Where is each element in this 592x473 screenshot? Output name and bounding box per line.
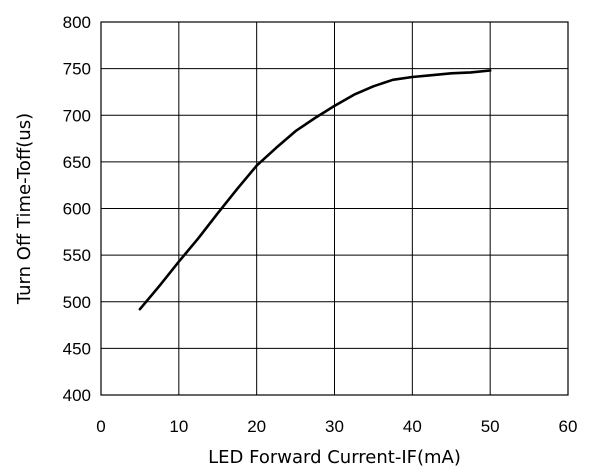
y-tick-label: 550	[63, 246, 91, 265]
x-axis-label: LED Forward Current-IF(mA)	[208, 447, 461, 468]
y-tick-label: 600	[63, 200, 91, 219]
x-tick-label: 20	[247, 417, 266, 436]
x-tick-labels: 0 10 20 30 40 50 60	[96, 417, 577, 436]
y-axis-label: Turn Off Time-Toff(us)	[14, 113, 35, 305]
x-tick-label: 0	[96, 417, 105, 436]
y-tick-label: 750	[63, 60, 91, 79]
y-tick-label: 800	[63, 13, 91, 32]
x-tick-label: 10	[169, 417, 188, 436]
series-layer	[138, 69, 492, 311]
y-tick-label: 700	[63, 106, 91, 125]
y-tick-labels: 400 450 500 550 600 650 700 750 800	[63, 13, 91, 405]
y-tick-label: 450	[63, 339, 91, 358]
plot-frame	[100, 21, 569, 396]
x-tick-label: 60	[559, 417, 578, 436]
x-tick-label: 40	[403, 417, 422, 436]
y-tick-label: 650	[63, 153, 91, 172]
x-tick-label: 50	[481, 417, 500, 436]
x-tick-label: 30	[325, 417, 344, 436]
y-tick-label: 400	[63, 386, 91, 405]
grid	[100, 21, 569, 396]
y-tick-label: 500	[63, 293, 91, 312]
series-line	[138, 69, 492, 311]
